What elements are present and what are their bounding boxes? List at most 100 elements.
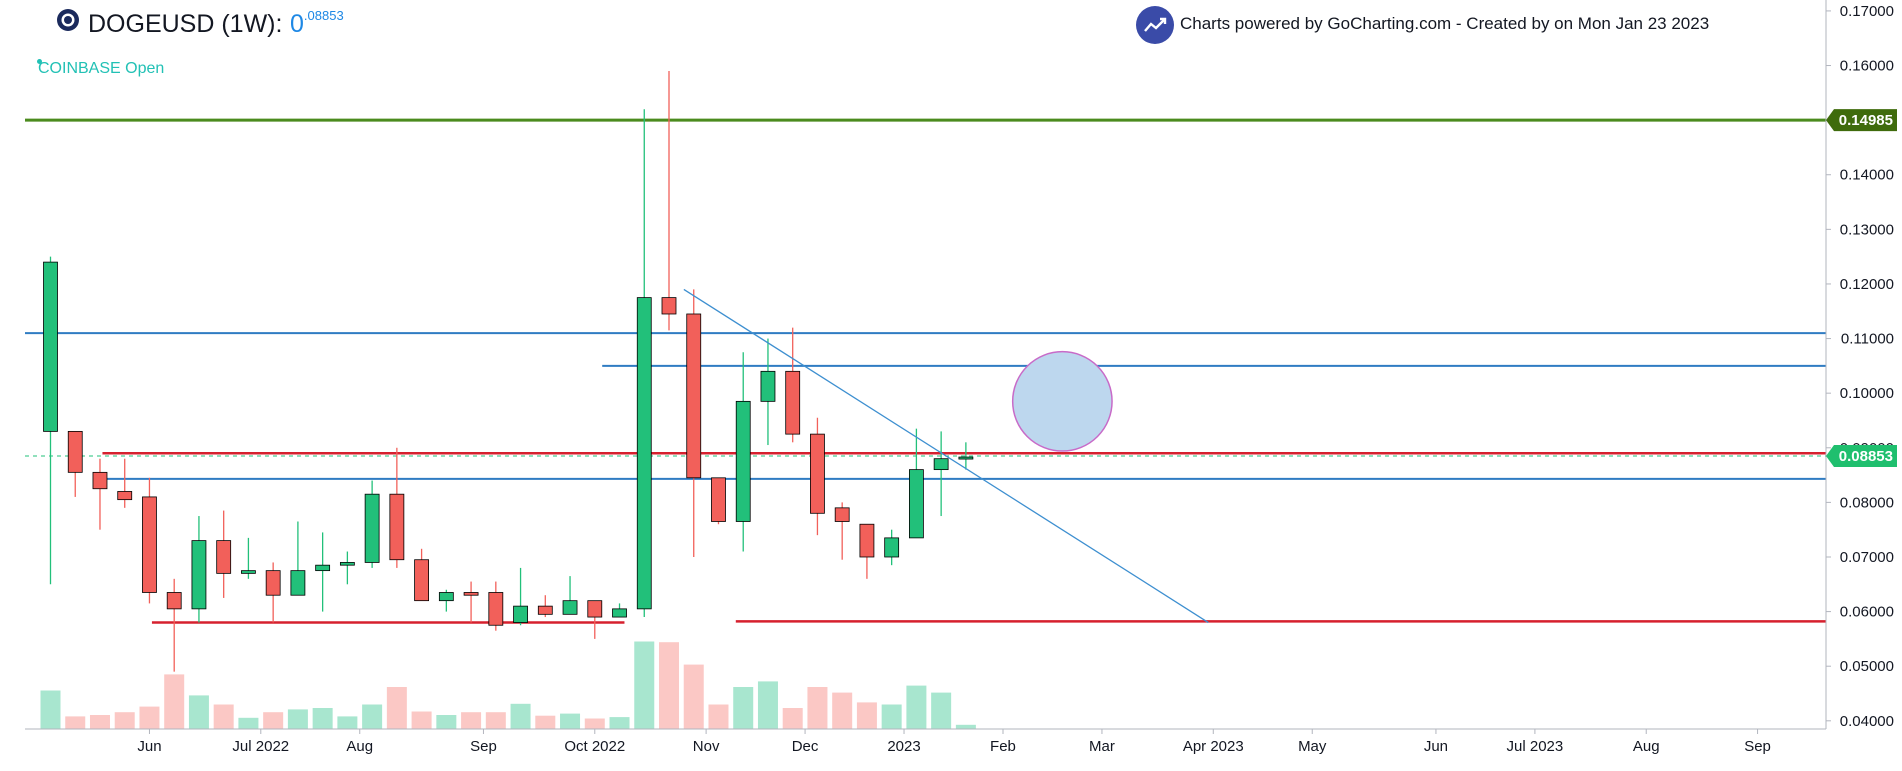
- x-tick-label: Nov: [693, 738, 720, 755]
- x-tick-label: May: [1298, 738, 1327, 755]
- volume-bar: [337, 716, 358, 729]
- volume-bar: [287, 709, 308, 729]
- volume-bar: [560, 713, 581, 729]
- level-price-marker: 0.14985: [1839, 112, 1893, 129]
- candle-body: [364, 493, 380, 563]
- candle-body: [661, 297, 677, 315]
- volume-bar: [535, 715, 556, 729]
- candle-body: [810, 433, 825, 514]
- candle-body: [636, 297, 652, 610]
- x-tick-label: 2023: [887, 738, 920, 755]
- x-tick-label: Sep: [470, 738, 497, 755]
- candle-body: [933, 458, 949, 471]
- candle-body: [562, 600, 578, 615]
- symbol-title: DOGEUSD (1W):: [88, 10, 283, 38]
- volume-bar: [609, 717, 630, 729]
- volume-bar: [659, 642, 679, 729]
- candle-body: [735, 400, 751, 522]
- y-tick-label: 0.17000: [1840, 3, 1894, 20]
- candle-body: [241, 570, 256, 574]
- level-price-marker-bg: [1826, 109, 1897, 132]
- x-tick-label: Jul 2022: [232, 738, 289, 755]
- volume-bar: [733, 687, 754, 729]
- candle-body: [216, 540, 232, 574]
- volume-bar: [634, 641, 655, 729]
- powered-by-text: Charts powered by GoCharting.com - Creat…: [1180, 14, 1710, 33]
- volume-bar: [683, 664, 704, 729]
- doge-logo-icon: [56, 8, 80, 32]
- volume-bar: [40, 690, 61, 729]
- volume-bar: [955, 724, 976, 729]
- circle-annotation: [1011, 350, 1113, 452]
- volume-bar: [188, 695, 209, 729]
- candle-body: [265, 570, 281, 596]
- x-tick-label: Jun: [1424, 738, 1448, 755]
- candle-body: [488, 592, 504, 626]
- volume-bar: [386, 687, 407, 729]
- volume-bar: [832, 692, 853, 729]
- volume-bar: [65, 716, 86, 729]
- candle-body: [92, 471, 108, 490]
- candle-body: [612, 608, 627, 618]
- candle-body: [686, 313, 702, 479]
- x-tick-label: Sep: [1744, 738, 1771, 755]
- volume-bar: [485, 712, 506, 729]
- exchange-status: COINBASE Open: [38, 60, 165, 77]
- candle-body: [463, 592, 479, 596]
- volume-bar: [881, 704, 902, 729]
- volume-bar: [139, 706, 160, 729]
- candle-body: [315, 564, 331, 572]
- y-tick-label: 0.14000: [1840, 167, 1894, 184]
- candle-body: [414, 559, 430, 602]
- symbol-price: 0.08853: [290, 8, 344, 39]
- trend-line: [683, 288, 1209, 624]
- candle-body: [290, 570, 306, 596]
- status-dot: [37, 59, 42, 64]
- candle-body: [760, 370, 776, 402]
- y-tick-label: 0.16000: [1840, 58, 1894, 75]
- volume-bar: [164, 674, 185, 729]
- volume-bar: [807, 687, 828, 729]
- volume-bar: [906, 685, 927, 729]
- y-tick-label: 0.05000: [1840, 658, 1894, 675]
- volume-bar: [362, 704, 383, 729]
- y-tick-label: 0.10000: [1840, 385, 1894, 402]
- candle-body: [438, 592, 454, 602]
- candle-body: [191, 540, 207, 610]
- volume-bar: [114, 712, 135, 729]
- y-tick-label: 0.11000: [1841, 331, 1894, 348]
- x-tick-label: Mar: [1089, 738, 1115, 755]
- candle-body: [142, 496, 157, 593]
- last-price-marker-bg: [1826, 444, 1897, 467]
- candle-body: [67, 430, 83, 473]
- candle-body: [785, 370, 801, 435]
- price-frac: .08853: [303, 8, 344, 23]
- y-tick-label: 0.13000: [1840, 221, 1894, 238]
- candle-body: [513, 605, 528, 623]
- candle-body: [834, 507, 850, 522]
- volume-bar: [931, 692, 952, 729]
- trend-up-icon[interactable]: [1136, 6, 1174, 44]
- volume-bar: [89, 715, 110, 729]
- candle-body: [117, 491, 133, 501]
- x-tick-label: Jun: [137, 738, 161, 755]
- candle-body: [166, 592, 182, 610]
- y-tick-label: 0.07000: [1840, 549, 1894, 566]
- volume-bar: [856, 702, 877, 729]
- volume-bar: [263, 712, 284, 729]
- x-tick-label: Aug: [1633, 738, 1660, 755]
- candle-body: [711, 477, 726, 522]
- volume-bar: [436, 715, 457, 729]
- volume-bar: [461, 712, 482, 729]
- x-tick-label: Aug: [346, 738, 373, 755]
- last-price-marker: 0.08853: [1839, 448, 1893, 465]
- candle-body: [884, 537, 900, 558]
- x-tick-label: Dec: [792, 738, 819, 755]
- candle-body: [958, 456, 974, 460]
- volume-bar: [213, 704, 234, 729]
- y-tick-label: 0.06000: [1840, 604, 1894, 621]
- volume-bar: [238, 717, 259, 729]
- x-tick-label: Feb: [990, 738, 1016, 755]
- x-tick-label: Jul 2023: [1507, 738, 1564, 755]
